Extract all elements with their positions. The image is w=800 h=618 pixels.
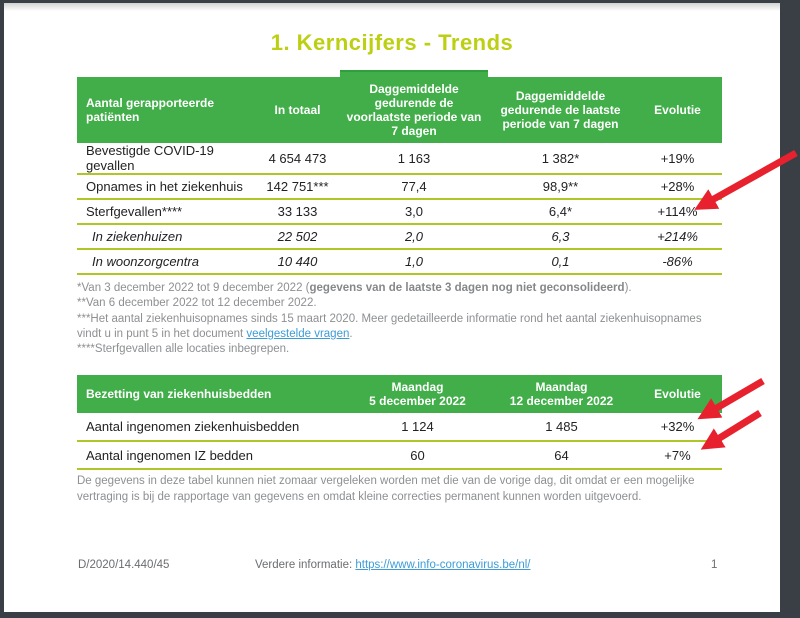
row-label: Aantal ingenomen IZ bedden [77,441,345,471]
footnote-3-close: . [349,327,353,340]
row-label: Bevestigde COVID-19 gevallen [77,143,255,175]
footnote-1-text: *Van 3 december 2022 tot 9 december 2022… [77,282,310,294]
footer-info: Verdere informatie: https://www.info-cor… [255,559,531,571]
row-label: In woonzorgcentra [77,249,255,275]
page-title: 1. Kerncijfers - Trends [270,30,514,55]
table2-header-evolutie: Evolutie [633,375,722,414]
cell-total: 4 654 473 [255,143,340,175]
table-row-in-woonzorgcentra: In woonzorgcentra 10 440 1,0 0,1 -86% [77,249,722,275]
table2-note: De gegevens in deze tabel kunnen niet zo… [77,475,695,503]
cell-total: 142 751*** [255,174,340,200]
cell-evolution: +19% [633,143,722,175]
cell-evolution: -86% [633,249,722,275]
table-row-iz-bedden: Aantal ingenomen IZ bedden 60 64 +7% [77,441,722,471]
cell-evolution: +114% [633,199,722,225]
cell-evolution: +214% [633,224,722,250]
page-footer: D/2020/14.440/45 Verdere informatie: htt… [4,559,780,575]
footnote-1-bold: gegevens van de laatste 3 dagen nog niet… [309,282,625,294]
footnote-3-text: ***Het aantal ziekenhuisopnames sinds 15… [77,312,702,340]
table1-footnotes: *Van 3 december 2022 tot 9 december 2022… [77,281,722,357]
footnote-4: ****Sterfgevallen alle locaties inbegrep… [77,343,290,356]
coronavirus-website-link[interactable]: https://www.info-coronavirus.be/nl/ [355,559,531,571]
footnote-1-close: ). [624,282,632,294]
row-label: Aantal ingenomen ziekenhuisbedden [77,413,345,443]
cell-monday-12: 1 485 [490,413,633,443]
cell-evolution: +28% [633,174,722,200]
kerncijfers-table: Aantal gerapporteerde patiënten In totaa… [77,70,722,275]
cell-evolution: +7% [633,441,722,471]
table-row-sterfgevallen: Sterfgevallen**** 33 133 3,0 6,4* +114% [77,199,722,225]
cell-prev-period: 1 163 [340,143,488,175]
table-row-in-ziekenhuizen: In ziekenhuizen 22 502 2,0 6,3 +214% [77,224,722,250]
cell-last-period: 1 382* [488,143,633,175]
row-label: Sterfgevallen**** [77,199,255,225]
table-row-bevestigde-gevallen: Bevestigde COVID-19 gevallen 4 654 473 1… [77,143,722,175]
page-content: Aantal gerapporteerde patiënten In totaa… [77,70,722,505]
cell-prev-period: 2,0 [340,224,488,250]
veelgestelde-vragen-link[interactable]: veelgestelde vragen [246,327,350,340]
cell-prev-period: 3,0 [340,199,488,225]
footnote-3: ***Het aantal ziekenhuisopnames sinds 15… [77,312,722,343]
footer-info-label: Verdere informatie: [255,559,356,571]
cell-monday-5: 1 124 [345,413,490,443]
cell-evolution: +32% [633,413,722,443]
document-reference: D/2020/14.440/45 [78,559,170,571]
row-label: In ziekenhuizen [77,224,255,250]
table1-header-evolutie: Evolutie [633,77,722,143]
cell-total: 22 502 [255,224,340,250]
table-row-opnames: Opnames in het ziekenhuis 142 751*** 77,… [77,174,722,200]
table1-header-in-totaal: In totaal [255,77,340,143]
table2-header-bezetting: Bezetting van ziekenhuisbedden [77,375,345,414]
cell-last-period: 98,9** [488,174,633,200]
cell-prev-period: 1,0 [340,249,488,275]
cell-last-period: 6,3 [488,224,633,250]
table1-header-laatste-periode: Daggemiddelde gedurende de laatste perio… [488,77,633,143]
table1-header-row: Aantal gerapporteerde patiënten In totaa… [77,70,722,143]
cell-monday-12: 64 [490,441,633,471]
table1-header-patienten: Aantal gerapporteerde patiënten [77,77,255,143]
table2-header-maandag-12: Maandag 12 december 2022 [490,375,633,414]
table1-header-voorlaatste-periode: Daggemiddelde gedurende de voorlaatste p… [340,70,488,143]
table-row-ziekenhuisbedden: Aantal ingenomen ziekenhuisbedden 1 124 … [77,413,722,443]
row-label: Opnames in het ziekenhuis [77,174,255,200]
cell-last-period: 6,4* [488,199,633,225]
cell-monday-5: 60 [345,441,490,471]
cell-total: 10 440 [255,249,340,275]
table2-header-row: Bezetting van ziekenhuisbedden Maandag 5… [77,375,722,414]
footnote-2: **Van 6 december 2022 tot 12 december 20… [77,297,317,310]
page-number: 1 [711,559,718,571]
bezetting-section: Bezetting van ziekenhuisbedden Maandag 5… [77,375,722,505]
cell-last-period: 0,1 [488,249,633,275]
document-page: 1. Kerncijfers - Trends Aantal gerapport… [4,3,780,612]
cell-prev-period: 77,4 [340,174,488,200]
footnote-1: *Van 3 december 2022 tot 9 december 2022… [77,281,722,296]
cell-total: 33 133 [255,199,340,225]
table2-header-maandag-5: Maandag 5 december 2022 [345,375,490,414]
bezetting-table: Bezetting van ziekenhuisbedden Maandag 5… [77,375,722,471]
